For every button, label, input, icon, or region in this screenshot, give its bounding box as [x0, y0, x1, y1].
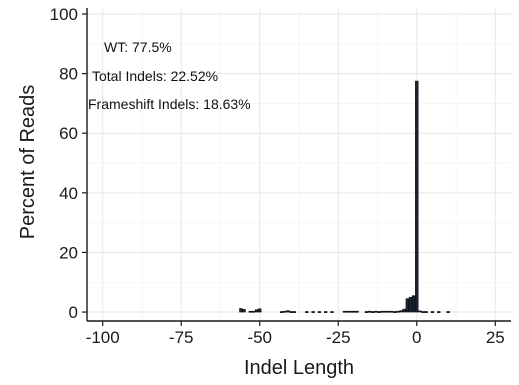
indel-bar: [405, 298, 410, 313]
indel-bar: [305, 311, 309, 313]
indel-bar: [292, 311, 296, 313]
x-tick-label: 0: [412, 328, 421, 347]
indel-bar: [424, 311, 428, 313]
indel-bar: [355, 310, 359, 313]
indel-bar: [346, 310, 350, 313]
indel-bar: [408, 296, 413, 313]
wt-annotation: WT: 77.5%: [104, 39, 172, 55]
indel-bar: [364, 311, 369, 313]
indel-bar: [324, 311, 328, 313]
indel-bar: [258, 308, 262, 313]
indel-bar: [311, 311, 315, 313]
y-axis-title: Percent of Reads: [17, 85, 39, 240]
tick-labels: -100 -75 -50 -25 0 25 0 20 40 60 80 100: [50, 5, 505, 347]
indel-bar: [254, 309, 259, 313]
grid-lines: [87, 8, 511, 321]
indel-bar: [371, 311, 375, 313]
indel-bar: [242, 309, 246, 313]
indel-bar: [352, 310, 356, 313]
indel-bar: [283, 310, 287, 313]
indel-bar: [317, 311, 322, 313]
indel-bar: [393, 311, 397, 313]
indel-bar: [251, 310, 256, 313]
indel-bar: [286, 310, 290, 313]
indel-bar: [437, 311, 441, 313]
indel-bar: [411, 295, 416, 313]
indel-bar: [402, 308, 406, 313]
x-tick-label: -25: [326, 328, 351, 347]
indel-bar: [289, 311, 293, 313]
indel-bar: [377, 311, 381, 313]
indel-bar: [380, 310, 384, 313]
indel-bar: [421, 311, 425, 313]
indel-bar: [418, 310, 422, 313]
indel-bar: [239, 308, 243, 313]
frameshift-indels-annotation: Frameshift Indels: 18.63%: [88, 96, 251, 112]
x-axis-title: Indel Length: [244, 357, 354, 379]
x-tick-label: 25: [486, 328, 505, 347]
indel-bar: [396, 310, 400, 313]
y-tick-label: 60: [59, 124, 78, 143]
y-tick-label: 0: [69, 303, 78, 322]
indel-bar: [342, 310, 347, 313]
total-indels-annotation: Total Indels: 22.52%: [92, 68, 218, 84]
y-tick-label: 20: [59, 243, 78, 262]
x-tick-label: -100: [86, 328, 120, 347]
indel-bar: [368, 310, 372, 313]
indel-bar: [330, 311, 334, 313]
y-tick-label: 40: [59, 184, 78, 203]
axes: [82, 8, 511, 326]
indel-bar: [374, 310, 378, 313]
indel-bar: [415, 80, 419, 313]
indel-bar: [386, 310, 391, 313]
y-tick-label: 100: [50, 5, 78, 24]
indel-bar: [430, 311, 435, 313]
x-tick-label: -50: [247, 328, 272, 347]
indel-bar: [383, 310, 388, 313]
indel-bar: [349, 310, 353, 313]
indel-bar: [248, 310, 252, 313]
x-tick-label: -75: [169, 328, 194, 347]
indel-bar: [280, 311, 284, 313]
bar-series: [239, 80, 450, 313]
y-tick-label: 80: [59, 65, 78, 84]
indel-bar: [446, 311, 450, 313]
indel-bar: [389, 310, 394, 313]
indel-bar: [399, 310, 403, 313]
